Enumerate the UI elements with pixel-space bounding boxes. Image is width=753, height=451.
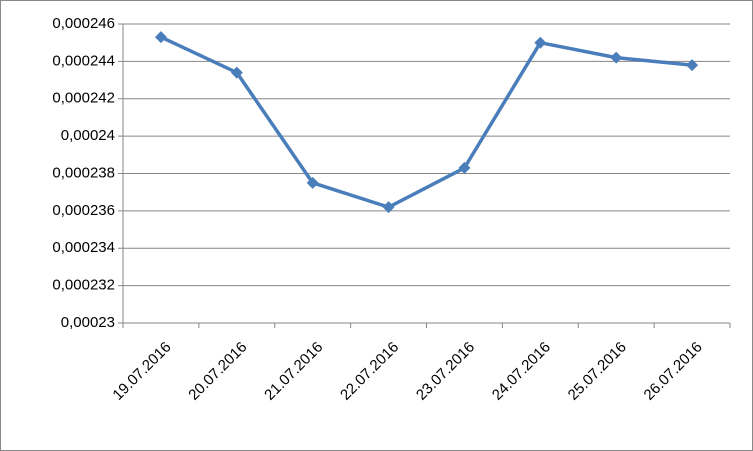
y-tick-label: 0,000238 xyxy=(52,164,115,181)
marker xyxy=(458,161,471,174)
y-tick-label: 0,000246 xyxy=(52,15,115,32)
y-tick-label: 0,00024 xyxy=(61,127,115,144)
y-tick-label: 0,000244 xyxy=(52,52,115,69)
y-tick-label: 0,000234 xyxy=(52,239,115,256)
y-tick-label: 0,000232 xyxy=(52,277,115,294)
marker xyxy=(306,176,319,189)
marker xyxy=(230,66,243,79)
marker xyxy=(686,59,699,72)
y-tick-label: 0,000236 xyxy=(52,202,115,219)
y-tick-label: 0,000242 xyxy=(52,90,115,107)
series-line xyxy=(160,35,693,209)
marker xyxy=(154,31,167,44)
marker xyxy=(382,201,395,214)
marker xyxy=(534,36,547,49)
y-tick-label: 0,00023 xyxy=(61,314,115,331)
marker xyxy=(610,51,623,64)
